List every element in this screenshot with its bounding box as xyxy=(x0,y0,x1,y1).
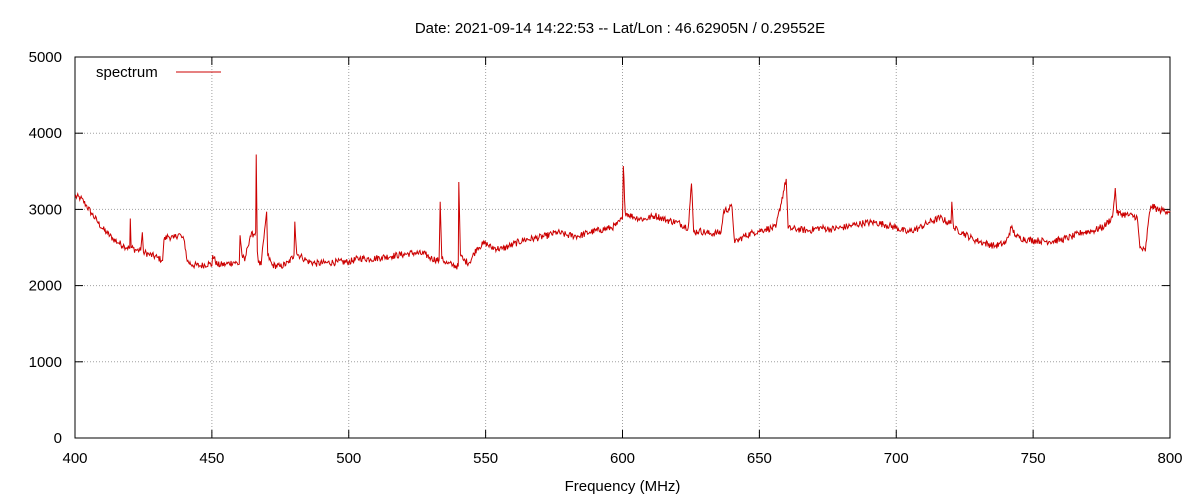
y-tick-label: 3000 xyxy=(29,201,62,218)
y-tick-label: 1000 xyxy=(29,354,62,371)
x-tick-label: 650 xyxy=(747,450,772,467)
y-tick-label: 4000 xyxy=(29,125,62,142)
grid-lines xyxy=(75,57,1170,438)
x-tick-label: 550 xyxy=(473,450,498,467)
chart-title: Date: 2021-09-14 14:22:53 -- Lat/Lon : 4… xyxy=(415,20,825,37)
x-tick-label: 500 xyxy=(336,450,361,467)
series-line-spectrum xyxy=(74,154,1171,270)
x-tick-label: 600 xyxy=(610,450,635,467)
x-tick-label: 700 xyxy=(884,450,909,467)
x-tick-label: 450 xyxy=(199,450,224,467)
y-tick-label: 5000 xyxy=(29,49,62,66)
axes: 400 450 500 550 600 650 700 750 800 0 1000 2000 3000… xyxy=(29,49,1183,467)
x-tick-label: 750 xyxy=(1021,450,1046,467)
y-tick-label: 0 xyxy=(54,430,62,447)
x-tick-label: 400 xyxy=(62,450,87,467)
x-axis-label: Frequency (MHz) xyxy=(565,478,681,495)
x-tick-label: 800 xyxy=(1157,450,1182,467)
legend-label: spectrum xyxy=(96,64,158,81)
y-tick-label: 2000 xyxy=(29,278,62,295)
legend: spectrum xyxy=(96,64,221,81)
